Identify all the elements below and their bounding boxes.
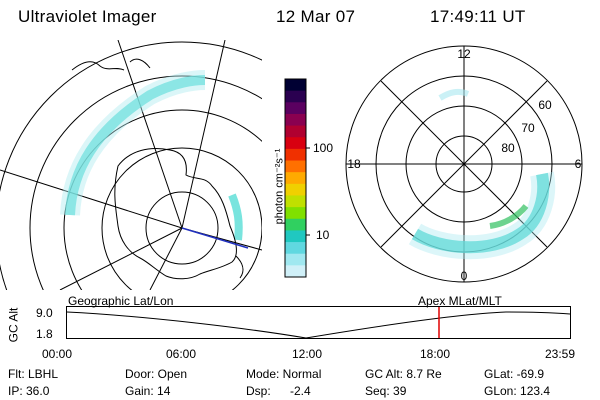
glon-status: GLon: 123.4 xyxy=(484,384,551,398)
geographic-map xyxy=(0,40,262,290)
altitude-curve xyxy=(66,311,571,339)
gc-altitude-status: GC Alt: 8.7 Re xyxy=(365,367,442,381)
colorbar-segment xyxy=(285,113,306,127)
colorbar-segment xyxy=(285,265,306,278)
time-tick-0000: 00:00 xyxy=(42,347,73,361)
right-map-title: Apex MLat/MLT xyxy=(418,294,502,308)
colorbar-segment xyxy=(285,125,306,138)
mlat-label-70: 70 xyxy=(521,121,535,135)
colorbar-segment xyxy=(285,90,306,103)
colorbar-segment xyxy=(285,183,306,196)
time-tick-1800: 18:00 xyxy=(420,347,451,361)
colorbar-segment xyxy=(285,207,306,220)
aurora-oval-right xyxy=(411,172,550,254)
colorbar-unit-label: photon cm⁻²s⁻¹ xyxy=(273,148,286,225)
dsp-value: -2.4 xyxy=(290,384,311,398)
aurora-oval-left xyxy=(65,75,206,216)
mlt-label-18: 18 xyxy=(347,157,361,171)
dsp-label: Dsp: xyxy=(246,384,271,398)
mode-status: Mode: Normal xyxy=(246,367,322,381)
time-label: 17:49:11 UT xyxy=(430,7,526,26)
altitude-tick-high: 9.0 xyxy=(36,306,53,320)
mlt-label-6: 6 xyxy=(575,157,582,171)
colorbar-segment xyxy=(285,218,306,231)
colorbar-segment xyxy=(285,172,306,185)
colorbar-segment xyxy=(285,79,306,92)
colorbar-segment xyxy=(285,102,306,115)
altitude-plot xyxy=(66,306,571,339)
gain-status: Gain: 14 xyxy=(125,384,171,398)
ip-status: IP: 36.0 xyxy=(8,384,50,398)
mlat-label-60: 60 xyxy=(538,98,552,112)
door-status: Door: Open xyxy=(125,367,188,381)
colorbar-tick-10: 10 xyxy=(316,228,330,242)
continent-outline xyxy=(114,148,237,280)
glat-status: GLat: -69.9 xyxy=(484,367,545,381)
mlt-label-0: 0 xyxy=(461,269,468,283)
colorbar-tick-100: 100 xyxy=(313,141,334,155)
colorbar xyxy=(284,78,310,278)
date-label: 12 Mar 07 xyxy=(276,7,356,26)
colorbar-segment xyxy=(285,253,306,266)
colorbar-segment xyxy=(285,242,306,255)
time-tick-2359: 23:59 xyxy=(545,347,576,361)
time-tick-0600: 06:00 xyxy=(166,347,197,361)
mlt-label-12: 12 xyxy=(457,47,471,61)
polar-map: 12 18 6 0 60 70 80 xyxy=(345,45,583,283)
colorbar-segment xyxy=(285,137,306,150)
colorbar-segment xyxy=(285,230,306,243)
mlat-label-80: 80 xyxy=(501,141,515,155)
altitude-axis-label: GC Alt xyxy=(6,307,21,343)
altitude-tick-low: 1.8 xyxy=(36,327,53,341)
sequence-status: Seq: 39 xyxy=(365,384,407,398)
colorbar-segment xyxy=(285,160,306,173)
colorbar-segment xyxy=(285,148,306,162)
left-map-title: Geographic Lat/Lon xyxy=(68,294,174,308)
colorbar-segment xyxy=(285,195,306,208)
filter-status: Flt: LBHL xyxy=(8,367,59,381)
instrument-title: Ultraviolet Imager xyxy=(18,7,157,26)
time-tick-1200: 12:00 xyxy=(292,347,323,361)
